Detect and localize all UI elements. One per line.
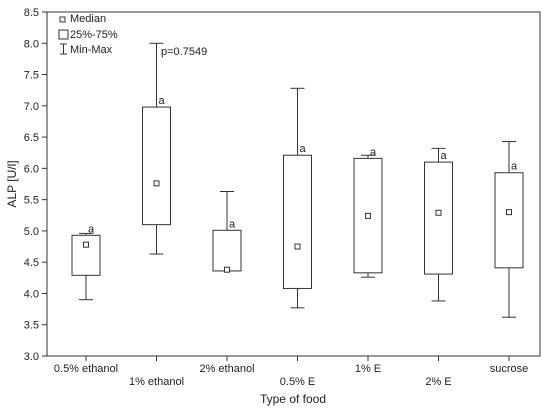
y-tick-label: 4.5 xyxy=(24,257,39,269)
legend-whisker-label: Min-Max xyxy=(70,44,113,56)
median-marker xyxy=(435,209,442,216)
y-axis-title: ALP [U/l] xyxy=(5,160,19,207)
group-letter-label: a xyxy=(229,218,236,230)
group-letter-label: a xyxy=(88,223,95,235)
y-tick-label: 4.0 xyxy=(24,288,39,300)
x-axis: 0.5% ethanol 1% ethanol 2% ethanol 0.5% E 1%… xyxy=(54,356,528,388)
legend-median-label: Median xyxy=(70,13,106,25)
box-series: a a a a a a a xyxy=(71,42,524,318)
y-tick-label: 5.5 xyxy=(24,195,39,207)
y-tick-label: 3.5 xyxy=(24,320,39,332)
box-group: a xyxy=(142,42,171,255)
x-tick-label: 0.5% ethanol xyxy=(54,363,118,375)
box-iqr xyxy=(494,172,524,269)
y-tick-label: 8.0 xyxy=(24,38,39,50)
y-tick-label: 8.5 xyxy=(24,7,39,19)
y-tick-label: 6.0 xyxy=(24,163,39,175)
x-tick-label: 2% E xyxy=(425,376,451,388)
y-tick-label: 5.0 xyxy=(24,226,39,238)
legend-box-marker xyxy=(58,29,69,40)
legend-whisker-marker xyxy=(60,43,67,55)
median-marker xyxy=(83,241,89,248)
x-axis-title: Type of food xyxy=(260,392,326,406)
y-tick-label: 3.0 xyxy=(24,351,39,363)
x-tick-label: 1% ethanol xyxy=(129,376,184,388)
median-marker xyxy=(153,180,160,187)
group-letter-label: a xyxy=(158,95,165,107)
box-group: a xyxy=(283,87,312,309)
legend-median-marker xyxy=(59,16,66,23)
y-tick-label: 6.5 xyxy=(24,132,39,144)
box-group: a xyxy=(71,223,101,301)
plot-area-frame xyxy=(46,11,541,357)
box-group: a xyxy=(424,147,453,302)
median-marker xyxy=(506,209,512,216)
group-letter-label: a xyxy=(440,150,447,162)
y-axis: 3.0 3.5 4.0 4.5 5.0 5.5 6.0 6.5 7.0 7.5 8.0 8.5 xyxy=(24,7,47,363)
legend-box-label: 25%-75% xyxy=(70,29,118,41)
box-iqr xyxy=(283,154,312,289)
y-tick-label: 7.5 xyxy=(24,70,39,82)
group-letter-label: a xyxy=(511,161,518,173)
box-group: a xyxy=(494,140,524,318)
box-iqr xyxy=(142,106,171,226)
x-tick-label: 1% E xyxy=(355,363,381,375)
x-tick-label: 0.5% E xyxy=(280,376,315,388)
box-iqr xyxy=(71,234,101,276)
legend: Median 25%-75% Min-Max xyxy=(58,13,118,56)
median-marker xyxy=(365,212,371,219)
median-marker xyxy=(294,243,301,250)
median-marker xyxy=(224,266,230,273)
x-tick-label: 2% ethanol xyxy=(199,363,254,375)
group-letter-label: a xyxy=(299,143,306,155)
x-tick-label: sucrose xyxy=(490,363,529,375)
y-tick-label: 7.0 xyxy=(24,101,39,113)
group-letter-label: a xyxy=(370,146,377,158)
box-iqr xyxy=(212,229,242,272)
box-iqr xyxy=(424,161,453,275)
box-group: a xyxy=(353,146,383,278)
p-value-annotation: p=0.7549 xyxy=(161,46,207,58)
box-group: a xyxy=(212,191,242,273)
